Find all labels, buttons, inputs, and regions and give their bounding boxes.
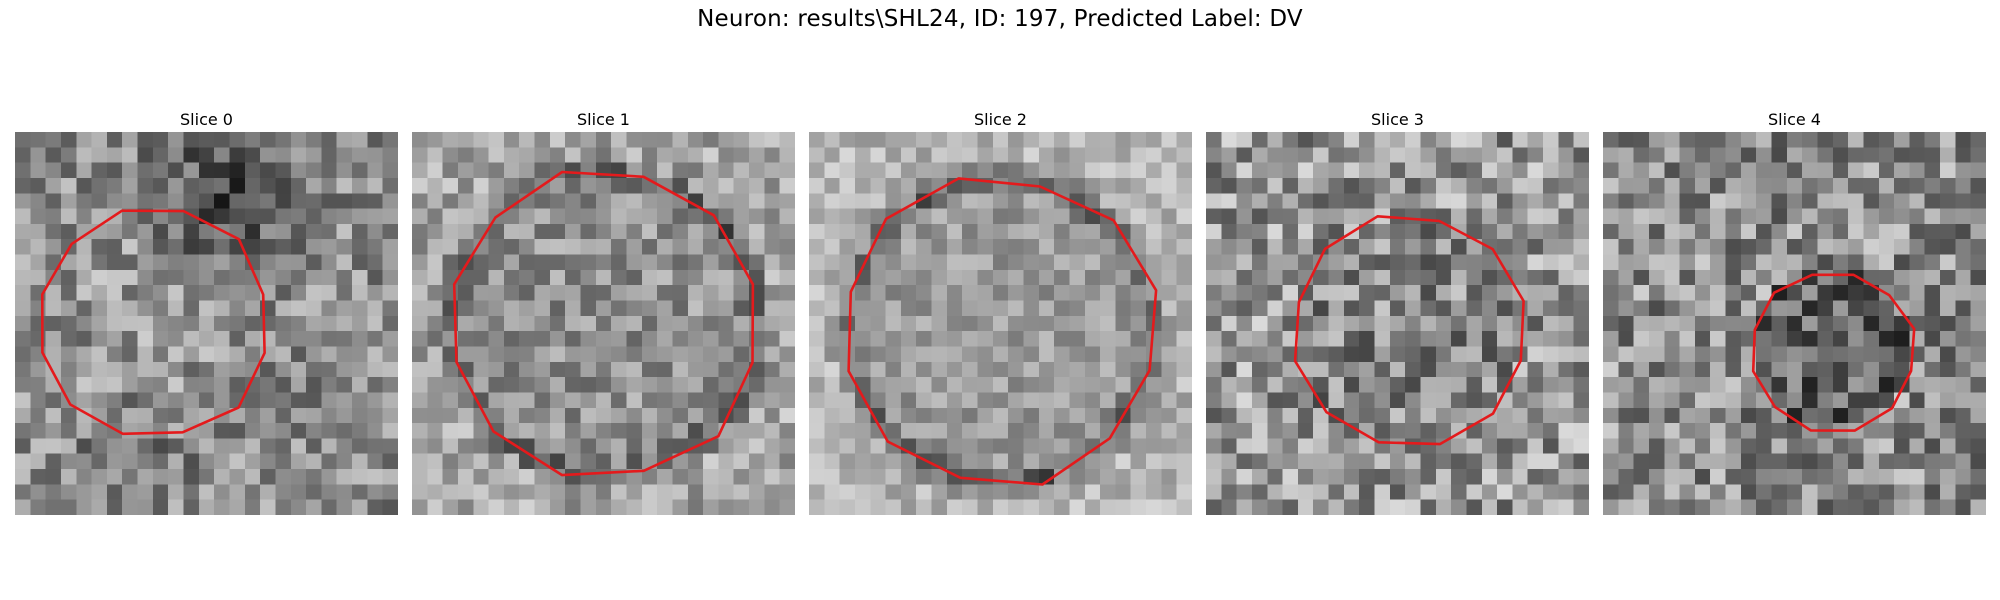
slice-image xyxy=(1206,132,1589,515)
segmentation-contour xyxy=(40,209,266,436)
slice-image xyxy=(1603,132,1986,515)
slice-title: Slice 4 xyxy=(1768,110,1821,129)
pixel-grid xyxy=(1603,132,1986,515)
pixel-grid xyxy=(809,132,1192,515)
segmentation-contour xyxy=(1751,273,1916,432)
slice-title: Slice 2 xyxy=(974,110,1027,129)
pixel-grid xyxy=(15,132,398,515)
figure-title: Neuron: results\SHL24, ID: 197, Predicte… xyxy=(697,6,1303,32)
slice-image xyxy=(15,132,398,515)
segmentation-contour xyxy=(1293,215,1525,446)
segmentation-contour xyxy=(847,177,1158,486)
slice-title: Slice 3 xyxy=(1371,110,1424,129)
pixel-grid xyxy=(1206,132,1589,515)
segmentation-contour xyxy=(452,170,755,477)
slice-panel-0: Slice 0 xyxy=(15,108,398,515)
slice-panel-2: Slice 2 xyxy=(809,108,1192,515)
slice-panel-3: Slice 3 xyxy=(1206,108,1589,515)
pixel-grid xyxy=(412,132,795,515)
slice-image xyxy=(412,132,795,515)
slice-title: Slice 1 xyxy=(577,110,630,129)
slice-panel-4: Slice 4 xyxy=(1603,108,1986,515)
slice-panel-1: Slice 1 xyxy=(412,108,795,515)
slice-image xyxy=(809,132,1192,515)
slice-title: Slice 0 xyxy=(180,110,233,129)
